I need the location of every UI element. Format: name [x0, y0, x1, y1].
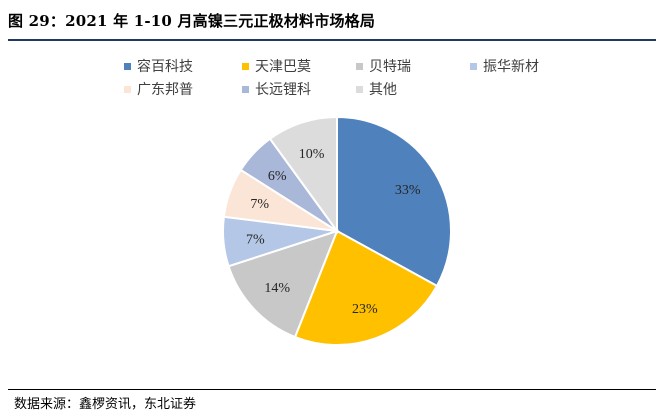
pie-label-1: 33%: [395, 183, 421, 198]
pie-slices: [222, 115, 452, 346]
legend-swatch-7: [356, 86, 363, 93]
legend-label-2: 天津巴莫: [255, 59, 311, 75]
pie-data-labels: 33% 23% 14% 7% 7% 6% 10%: [246, 147, 421, 317]
pie-slice-1: [336, 115, 452, 288]
legend-label-1: 容百科技: [137, 58, 193, 75]
source-divider: [8, 389, 656, 390]
legend-label-4: 振华新材: [483, 59, 539, 75]
pie-label-2: 23%: [352, 302, 378, 317]
legend-swatch-1: [124, 63, 131, 70]
legend-swatch-6: [242, 86, 249, 93]
legend-swatch-3: [356, 63, 363, 70]
pie-label-6: 6%: [268, 169, 287, 184]
pie-label-5: 7%: [250, 197, 269, 212]
pie-label-7: 10%: [299, 147, 325, 162]
legend-label-7: 其他: [369, 82, 397, 98]
pie-slice-7: [268, 115, 338, 235]
legend-swatch-4: [470, 63, 477, 70]
legend-label-3: 贝特瑞: [369, 59, 411, 75]
legend-label-5: 广东邦普: [137, 82, 193, 98]
source-note: 数据来源：鑫椤资讯，东北证券: [14, 397, 197, 412]
title-divider: [8, 39, 656, 41]
legend-swatch-5: [124, 86, 131, 93]
legend-swatch-2: [242, 63, 249, 70]
legend-label-6: 长远锂科: [255, 82, 311, 98]
chart-title: 图 29：2021 年 1-10 月高镍三元正极材料市场格局: [8, 12, 376, 30]
pie-slice-2: [293, 229, 439, 346]
pie-label-4: 7%: [246, 233, 265, 248]
pie-label-3: 14%: [264, 281, 290, 296]
